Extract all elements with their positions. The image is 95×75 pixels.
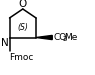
- Text: O: O: [19, 0, 27, 9]
- Text: Fmoc: Fmoc: [10, 52, 34, 62]
- Text: 2: 2: [62, 36, 67, 42]
- Text: (S): (S): [18, 23, 29, 32]
- Text: Me: Me: [64, 33, 77, 42]
- Text: CO: CO: [54, 33, 67, 42]
- Text: N: N: [1, 38, 9, 48]
- Polygon shape: [36, 35, 52, 40]
